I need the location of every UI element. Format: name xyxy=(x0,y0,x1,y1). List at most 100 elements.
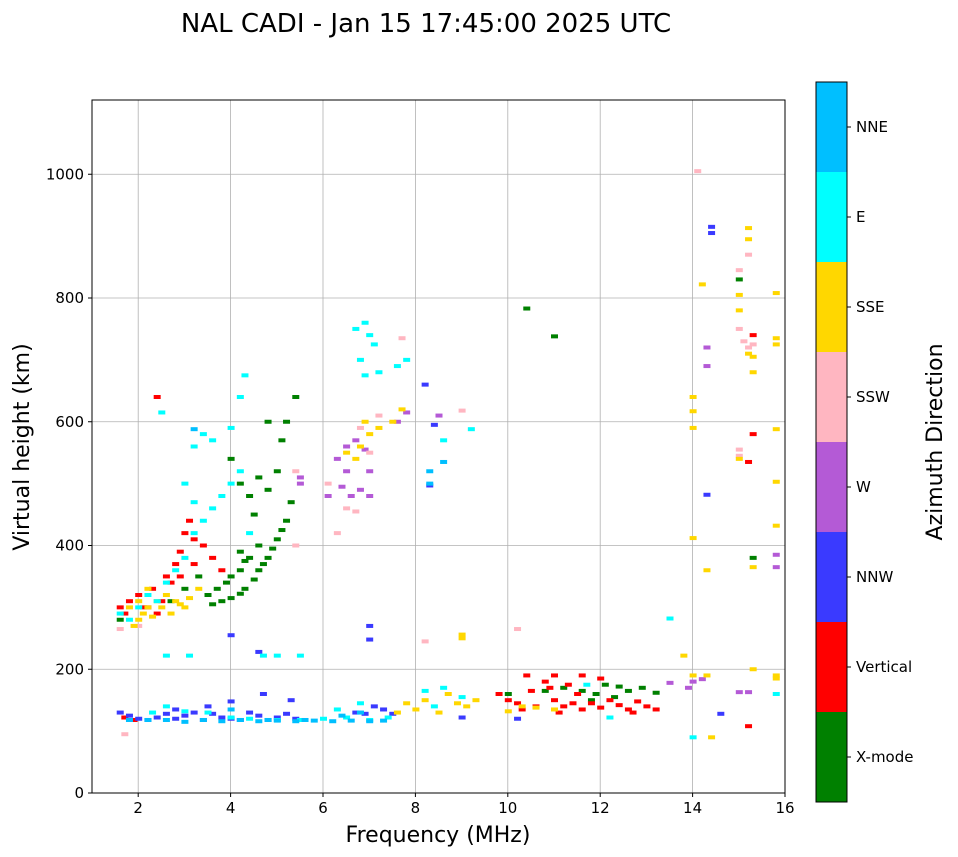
data-point-e xyxy=(153,599,161,604)
y-tick-label: 400 xyxy=(55,537,84,555)
data-point-w xyxy=(698,677,706,682)
data-point-sse xyxy=(703,673,711,678)
data-point-w xyxy=(338,484,346,489)
data-point-sse xyxy=(144,586,152,591)
data-point-nnw xyxy=(162,711,170,716)
data-point-x-mode xyxy=(236,481,244,486)
data-point-vertical xyxy=(555,710,563,715)
colorbar-label-nne: NNE xyxy=(856,118,888,136)
data-point-e xyxy=(190,531,198,536)
data-point-nnw xyxy=(135,716,143,721)
data-point-nnw xyxy=(172,707,180,712)
x-tick-label: 6 xyxy=(318,799,328,817)
colorbar-swatch xyxy=(816,262,847,352)
data-point-nnw xyxy=(458,715,466,720)
data-point-sse xyxy=(149,614,157,619)
data-point-sse xyxy=(458,636,466,641)
data-point-e xyxy=(384,715,392,720)
data-point-ssw xyxy=(458,408,466,413)
data-point-e xyxy=(440,438,448,443)
data-point-vertical xyxy=(527,688,535,693)
data-point-sse xyxy=(356,444,364,449)
data-point-sse xyxy=(749,565,757,570)
data-point-e xyxy=(403,357,411,362)
data-point-e xyxy=(227,481,235,486)
data-point-e xyxy=(149,710,157,715)
data-point-sse xyxy=(172,599,180,604)
data-point-nne xyxy=(338,713,346,718)
y-axis-label: Virtual height (km) xyxy=(10,343,35,550)
data-point-nnw xyxy=(287,698,295,703)
data-point-e xyxy=(181,709,189,714)
data-point-ssw xyxy=(333,531,341,536)
data-point-sse xyxy=(435,710,443,715)
data-point-e xyxy=(204,710,212,715)
data-point-x-mode xyxy=(213,586,221,591)
data-point-vertical xyxy=(606,698,614,703)
colorbar-swatch xyxy=(816,622,847,712)
data-point-nnw xyxy=(255,649,263,654)
data-point-sse xyxy=(772,523,780,528)
data-point-vertical xyxy=(629,710,637,715)
data-point-vertical xyxy=(504,698,512,703)
data-point-nnw xyxy=(259,692,267,696)
data-point-nnw xyxy=(227,699,235,704)
data-point-sse xyxy=(135,599,143,604)
data-point-vertical xyxy=(749,333,757,338)
data-point-vertical xyxy=(218,568,226,573)
data-point-vertical xyxy=(158,599,166,604)
data-point-vertical xyxy=(560,704,568,709)
data-point-e xyxy=(236,395,244,399)
data-point-ssw xyxy=(735,268,743,273)
data-point-w xyxy=(324,494,332,498)
colorbar-swatch xyxy=(816,352,847,442)
data-point-ssw xyxy=(356,425,364,430)
data-point-ssw xyxy=(324,481,332,486)
data-point-sse xyxy=(735,292,743,297)
data-point-vertical xyxy=(190,562,198,567)
data-point-nnw xyxy=(218,715,226,720)
data-point-w xyxy=(356,487,364,492)
data-point-e xyxy=(199,432,207,437)
data-point-sse xyxy=(708,735,716,740)
data-point-x-mode xyxy=(264,555,272,560)
data-point-ssw xyxy=(694,169,702,174)
data-point-x-mode xyxy=(278,528,286,533)
y-tick-label: 200 xyxy=(55,660,84,678)
data-point-vertical xyxy=(209,555,217,560)
data-point-nnw xyxy=(172,716,180,721)
data-point-nnw xyxy=(389,711,397,716)
plot-frame xyxy=(91,99,786,794)
data-point-vertical xyxy=(139,605,147,610)
data-point-e xyxy=(458,695,466,700)
x-tick-label: 12 xyxy=(591,799,610,817)
data-point-e xyxy=(689,735,697,740)
data-point-nnw xyxy=(116,710,124,715)
data-point-w xyxy=(735,690,743,695)
y-axis-ticks: 0 200 400 600 800 1000 xyxy=(46,165,92,802)
data-point-vertical xyxy=(130,717,138,722)
data-point-sse xyxy=(689,409,697,414)
data-point-nne xyxy=(255,719,263,724)
data-point-e xyxy=(236,469,244,474)
data-point-w xyxy=(703,345,711,350)
data-point-e xyxy=(356,701,364,706)
colorbar-label-w: W xyxy=(856,478,871,496)
data-point-nnw xyxy=(125,713,133,718)
data-point-sse xyxy=(162,593,170,597)
colorbar-label-ssw: SSW xyxy=(856,388,890,406)
data-point-sse xyxy=(135,617,143,622)
data-point-e xyxy=(199,518,207,523)
data-point-sse xyxy=(158,605,166,610)
data-point-ssw xyxy=(421,639,429,644)
data-point-w xyxy=(296,481,304,486)
data-point-vertical xyxy=(121,715,129,720)
data-point-nne xyxy=(190,427,198,432)
data-point-w xyxy=(343,444,351,449)
data-point-nne xyxy=(329,719,337,724)
data-point-nnw xyxy=(283,711,291,716)
data-point-sse xyxy=(144,605,152,610)
data-point-vertical xyxy=(652,707,660,712)
data-point-e xyxy=(246,531,254,536)
